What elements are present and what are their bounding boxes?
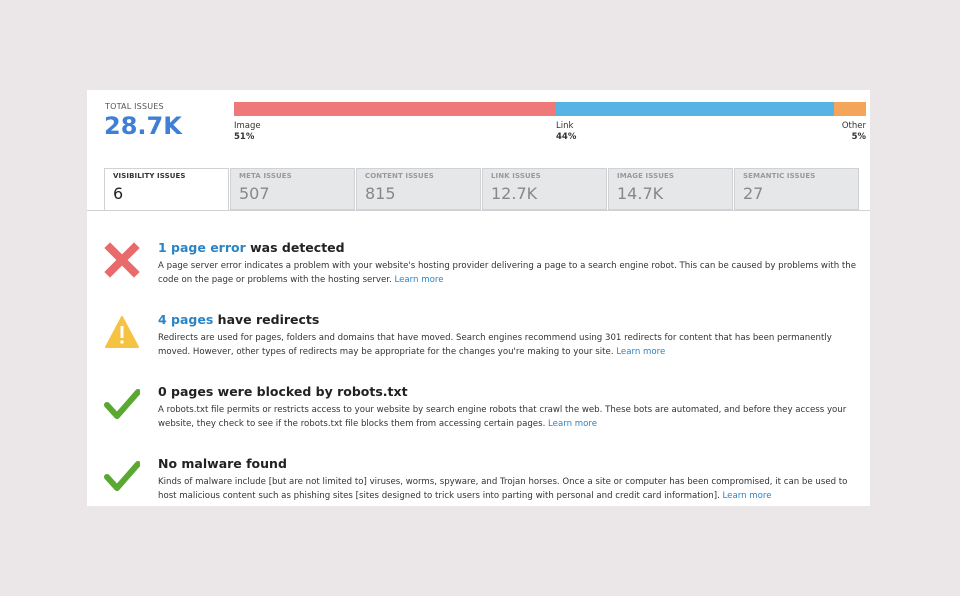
learn-more-link[interactable]: Learn more (548, 419, 598, 429)
tab-count: 14.7K (617, 184, 664, 203)
total-issues-label: TOTAL ISSUES (105, 102, 164, 111)
tab-meta-issues[interactable]: META ISSUES 507 (230, 168, 355, 210)
issue-description-text: A robots.txt file permits or restricts a… (158, 405, 847, 429)
error-x-icon (104, 242, 140, 278)
segment-name: Link (556, 121, 574, 131)
issue-title-text: was detected (245, 240, 345, 255)
segment-label-image: Image 51% (234, 121, 261, 143)
checkmark-icon (104, 461, 140, 491)
issue-title-text: 0 pages were blocked by robots.txt (158, 384, 408, 399)
learn-more-link[interactable]: Learn more (394, 275, 444, 285)
issue-title-link[interactable]: 1 page error (158, 240, 246, 255)
issue-title: No malware found (158, 456, 287, 471)
issue-description: Redirects are used for pages, folders an… (158, 331, 866, 359)
segment-percent: 51% (234, 132, 255, 142)
tab-count: 27 (743, 184, 764, 203)
bar-segment-other[interactable] (834, 102, 866, 116)
bar-legend: Image 51% Link 44% Other 5% (234, 121, 866, 145)
tab-link-issues[interactable]: LINK ISSUES 12.7K (482, 168, 607, 210)
tab-label: LINK ISSUES (491, 172, 541, 180)
tab-image-issues[interactable]: IMAGE ISSUES 14.7K (608, 168, 733, 210)
bar-segment-link[interactable] (556, 102, 835, 116)
tab-count: 815 (365, 184, 396, 203)
issue-title: 1 page error was detected (158, 240, 345, 255)
issue-description-text: Kinds of malware include [but are not li… (158, 477, 848, 501)
tab-label: SEMANTIC ISSUES (743, 172, 816, 180)
tab-count: 12.7K (491, 184, 538, 203)
issues-distribution-bar (234, 102, 866, 116)
issue-description: Kinds of malware include [but are not li… (158, 475, 866, 503)
issue-malware: No malware found Kinds of malware includ… (87, 456, 870, 506)
segment-percent: 5% (851, 132, 866, 142)
issue-title: 4 pages have redirects (158, 312, 319, 327)
issue-description: A page server error indicates a problem … (158, 259, 866, 287)
issues-card: TOTAL ISSUES 28.7K Image 51% Link 44% Ot… (87, 90, 870, 506)
tab-semantic-issues[interactable]: SEMANTIC ISSUES 27 (734, 168, 859, 210)
issue-description: A robots.txt file permits or restricts a… (158, 403, 866, 431)
segment-percent: 44% (556, 132, 577, 142)
issue-title-text: have redirects (213, 312, 320, 327)
issue-title-text: No malware found (158, 456, 287, 471)
total-issues-value: 28.7K (104, 112, 182, 140)
issue-description-text: Redirects are used for pages, folders an… (158, 333, 832, 357)
warning-triangle-icon (105, 316, 139, 348)
tab-label: META ISSUES (239, 172, 292, 180)
issue-robots-blocked: 0 pages were blocked by robots.txt A rob… (87, 384, 870, 454)
learn-more-link[interactable]: Learn more (722, 491, 772, 501)
tab-visibility-issues[interactable]: VISIBILITY ISSUES 6 (104, 168, 229, 211)
issue-redirects: 4 pages have redirects Redirects are use… (87, 312, 870, 382)
segment-label-link: Link 44% (556, 121, 576, 143)
issue-page-error: 1 page error was detected A page server … (87, 240, 870, 310)
checkmark-icon (104, 389, 140, 419)
segment-name: Image (234, 121, 261, 131)
segment-name: Other (841, 121, 866, 131)
tab-count: 6 (113, 184, 124, 203)
tab-label: CONTENT ISSUES (365, 172, 434, 180)
tab-label: VISIBILITY ISSUES (113, 172, 186, 180)
segment-label-other: Other 5% (842, 121, 866, 143)
bar-segment-image[interactable] (234, 102, 557, 116)
issue-title-link[interactable]: 4 pages (158, 312, 214, 327)
issue-description-text: A page server error indicates a problem … (158, 261, 856, 285)
learn-more-link[interactable]: Learn more (616, 347, 666, 357)
tab-count: 507 (239, 184, 270, 203)
tab-content-issues[interactable]: CONTENT ISSUES 815 (356, 168, 481, 210)
issues-summary: TOTAL ISSUES 28.7K Image 51% Link 44% Ot… (87, 90, 870, 211)
tabs-divider (87, 210, 870, 211)
tab-label: IMAGE ISSUES (617, 172, 675, 180)
issue-category-tabs: VISIBILITY ISSUES 6 META ISSUES 507 CONT… (104, 168, 861, 211)
issue-title: 0 pages were blocked by robots.txt (158, 384, 408, 399)
